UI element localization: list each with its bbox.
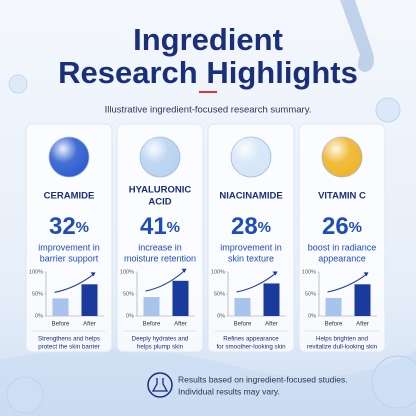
stat-description: barrier support [40,253,99,263]
y-tick-label: 100% [211,269,225,275]
icon-shine [322,137,362,177]
ingredient-name: HYALURONIC [129,185,192,196]
card-note: for smoother-looking skin [216,344,286,351]
card-note: protect the skin barrier [38,344,100,351]
trend-arrow [236,273,276,293]
x-tick-label: After [174,322,187,328]
stat: 26% [322,213,362,240]
x-tick-label: Before [52,322,70,328]
y-tick-label: 0% [126,313,134,319]
trend-arrowhead [363,272,369,277]
stat-value: 41 [140,213,167,240]
bar [81,284,98,316]
trend-arrow [327,273,367,293]
stat: 41% [140,213,180,240]
bar [172,280,189,316]
y-tick-label: 50% [32,291,43,297]
x-tick-label: After [265,322,278,328]
bar [263,283,280,316]
title-rule [199,91,217,93]
stat-value: 26 [322,213,349,240]
trend-arrowhead [272,271,278,276]
bar [52,298,69,316]
y-tick-label: 50% [214,291,225,297]
bar [325,297,342,316]
stat: 28% [231,213,271,240]
trend-arrow [54,273,94,293]
stat-description: improvement in [38,242,100,252]
stat-unit: % [76,219,89,236]
bar [143,297,160,316]
title-line: Ingredient [133,22,283,57]
stat-description: boost in radiance [308,242,377,252]
flask-icon [151,378,169,392]
y-tick-label: 0% [308,313,316,319]
y-tick-label: 50% [123,291,134,297]
bubble [8,74,28,94]
trend-arrowhead [181,268,187,273]
y-tick-label: 100% [120,269,134,275]
stat-description: skin texture [228,253,274,263]
bar [354,284,371,316]
footer-text: Results based on ingredient-focused stud… [178,374,348,384]
x-tick-label: Before [325,322,343,328]
card-note: Strengthens and helps [38,336,100,343]
x-tick-label: After [83,322,96,328]
subtitle: Illustrative ingredient-focused research… [105,105,312,116]
y-tick-label: 100% [29,269,43,275]
x-tick-label: Before [234,322,252,328]
footer-text: Individual results may vary. [178,386,280,396]
trend-arrow [145,270,185,292]
wave [0,348,416,416]
stat-value: 32 [49,213,76,240]
stat-unit: % [258,219,271,236]
card-note: Helps brighten and [316,336,368,343]
x-tick-label: After [356,322,369,328]
y-tick-label: 0% [217,313,225,319]
ingredient-name: CERAMIDE [44,191,95,202]
stat-unit: % [167,219,180,236]
stat-description: moisture retention [124,253,196,263]
stat-unit: % [349,219,362,236]
x-tick-label: Before [143,322,161,328]
y-tick-label: 0% [35,313,43,319]
icon-shine [140,137,180,177]
stat-description: appearance [318,253,366,263]
card-note: Deeply hydrates and [132,336,189,343]
ingredient-name: NIACINAMIDE [219,191,282,202]
stat-value: 28 [231,213,258,240]
card-note: revitalize dull-looking skin [307,344,378,351]
flask-icon [147,372,173,398]
card-note: Refines appearance [223,336,279,343]
ingredient-name: ACID [148,197,171,208]
bar [234,297,251,316]
stat-description: increase in [138,242,182,252]
ingredient-name: VITAMIN C [318,191,366,202]
y-tick-label: 100% [302,269,316,275]
stat-description: improvement in [220,242,282,252]
stat: 32% [49,213,89,240]
icon-shine [49,137,89,177]
card-note: helps plump skin [137,344,184,351]
title-line: Research Highlights [58,55,358,90]
dropper [340,0,374,72]
icon-shine [231,137,271,177]
y-tick-label: 50% [305,291,316,297]
trend-arrowhead [90,272,96,277]
bubble [375,97,401,123]
